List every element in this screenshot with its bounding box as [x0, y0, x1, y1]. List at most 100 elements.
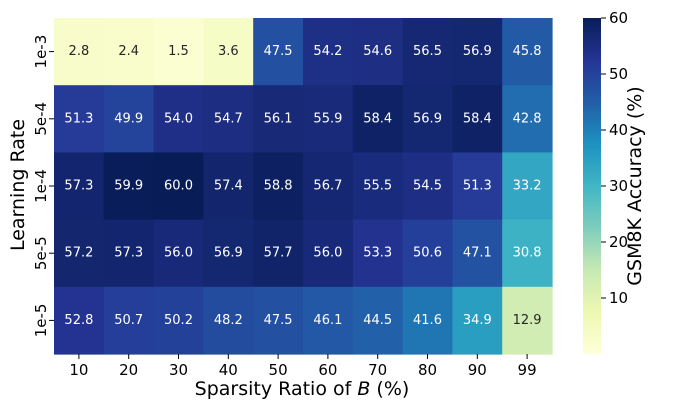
cell-value-label: 44.5: [363, 313, 392, 328]
heatmap-cell: [402, 286, 453, 355]
heatmap-cell: [352, 85, 404, 153]
heatmap-cell: [253, 85, 304, 153]
heatmap-cell: [402, 85, 453, 153]
y-tick-label: 5e-4: [32, 102, 50, 136]
cell-value-label: 30.8: [513, 246, 542, 261]
y-tick-label: 1e-3: [32, 35, 50, 69]
cell-value-label: 58.4: [363, 111, 392, 126]
heatmap-cell: [502, 152, 553, 221]
heatmap-cell: [153, 85, 204, 153]
cell-value-label: 1.5: [168, 44, 189, 59]
cell-value-label: 55.5: [363, 179, 392, 194]
cell-value-label: 57.7: [264, 246, 293, 261]
heatmap-cell: [402, 219, 453, 288]
cell-value-label: 47.5: [264, 44, 293, 59]
heatmap-cell: [352, 152, 404, 221]
x-tick-label: 90: [468, 361, 487, 379]
heatmap-cell: [153, 219, 204, 288]
cell-value-label: 12.9: [513, 313, 542, 328]
x-tick-label: 80: [418, 361, 437, 379]
cell-value-label: 56.9: [214, 246, 243, 261]
cell-value-label: 54.5: [413, 179, 442, 194]
cell-value-label: 2.8: [69, 44, 90, 59]
cell-value-label: 47.5: [264, 313, 293, 328]
heatmap-cell: [502, 219, 553, 288]
heatmap-cell: [103, 18, 155, 86]
colorbar-label: GSM8K Accuracy (%): [624, 86, 646, 285]
heatmap-cell: [502, 18, 553, 86]
heatmap-cell: [253, 219, 304, 288]
heatmap-cell: [203, 286, 254, 355]
heatmap-cell: [103, 152, 155, 221]
x-axis-label-var: B: [357, 378, 370, 400]
x-axis-label: Sparsity Ratio of B (%): [195, 378, 410, 400]
heatmap-cell: [153, 18, 204, 86]
colorbar-tick-label: 30: [609, 177, 628, 195]
cell-value-label: 60.0: [164, 179, 193, 194]
cell-value-label: 56.0: [313, 246, 342, 261]
heatmap-cell: [103, 85, 155, 153]
cell-value-label: 2.4: [118, 44, 139, 59]
cell-value-label: 33.2: [513, 179, 542, 194]
cell-value-label: 56.9: [413, 111, 442, 126]
heatmap-cell: [103, 286, 155, 355]
x-tick-label: 30: [169, 361, 188, 379]
cell-value-label: 55.9: [313, 111, 342, 126]
heatmap-cell: [253, 152, 304, 221]
cell-value-label: 47.1: [463, 246, 492, 261]
cell-value-label: 41.6: [413, 313, 442, 328]
heatmap-cell: [203, 152, 254, 221]
heatmap-cell: [54, 219, 105, 288]
heatmap-cell: [303, 85, 354, 153]
heatmap-cell: [452, 219, 503, 288]
cell-value-label: 57.3: [64, 179, 93, 194]
heatmap-cells: 2.8 2.4 1.5 3.6 47.5 54.2 54.6 56.5 56.9 45.8 51.3…: [54, 18, 553, 355]
heatmap-cell: [502, 286, 553, 355]
cell-value-label: 34.9: [463, 313, 492, 328]
x-tick-label: 20: [119, 361, 138, 379]
heatmap-cell: [203, 85, 254, 153]
x-tick-label: 40: [219, 361, 238, 379]
heatmap-cell: [54, 18, 105, 86]
heatmap-cell: [153, 286, 204, 355]
cell-value-label: 53.3: [363, 246, 392, 261]
x-tick-label: 70: [368, 361, 387, 379]
x-axis-ticks: 10 20 30 40 50 60 70 80 90 99: [69, 354, 537, 379]
heatmap-cell: [54, 152, 105, 221]
heatmap-cell: [402, 18, 453, 86]
cell-value-label: 56.9: [463, 44, 492, 59]
cell-value-label: 51.3: [64, 111, 93, 126]
cell-value-label: 50.2: [164, 313, 193, 328]
heatmap-cell: [352, 18, 404, 86]
heatmap-cell: [253, 286, 304, 355]
cell-value-label: 56.1: [264, 111, 293, 126]
cell-value-label: 52.8: [64, 313, 93, 328]
heatmap-cell: [203, 219, 254, 288]
heatmap-cell: [54, 286, 105, 355]
x-tick-label: 10: [69, 361, 88, 379]
x-axis-label-prefix: Sparsity Ratio of: [195, 378, 358, 400]
heatmap-cell: [54, 85, 105, 153]
colorbar-tick-label: 60: [609, 9, 628, 27]
cell-value-label: 59.9: [114, 179, 143, 194]
cell-value-label: 50.7: [114, 313, 143, 328]
heatmap-cell: [402, 152, 453, 221]
y-axis-label: Learning Rate: [7, 119, 29, 251]
heatmap-cell: [103, 219, 155, 288]
y-axis-ticks: 1e-3 5e-4 1e-4 5e-5 1e-5: [32, 35, 54, 337]
x-tick-label: 50: [269, 361, 288, 379]
cell-value-label: 57.3: [114, 246, 143, 261]
colorbar-tick-label: 50: [609, 65, 628, 83]
cell-value-label: 57.2: [64, 246, 93, 261]
cell-value-label: 58.8: [264, 179, 293, 194]
heatmap-cell: [452, 85, 503, 153]
cell-value-label: 42.8: [513, 111, 542, 126]
x-tick-label: 60: [318, 361, 337, 379]
cell-value-label: 57.4: [214, 179, 243, 194]
x-tick-label: 99: [518, 361, 537, 379]
cell-value-label: 3.6: [218, 44, 239, 59]
cell-value-label: 46.1: [313, 313, 342, 328]
colorbar: [583, 18, 601, 354]
cell-value-label: 54.7: [214, 111, 243, 126]
